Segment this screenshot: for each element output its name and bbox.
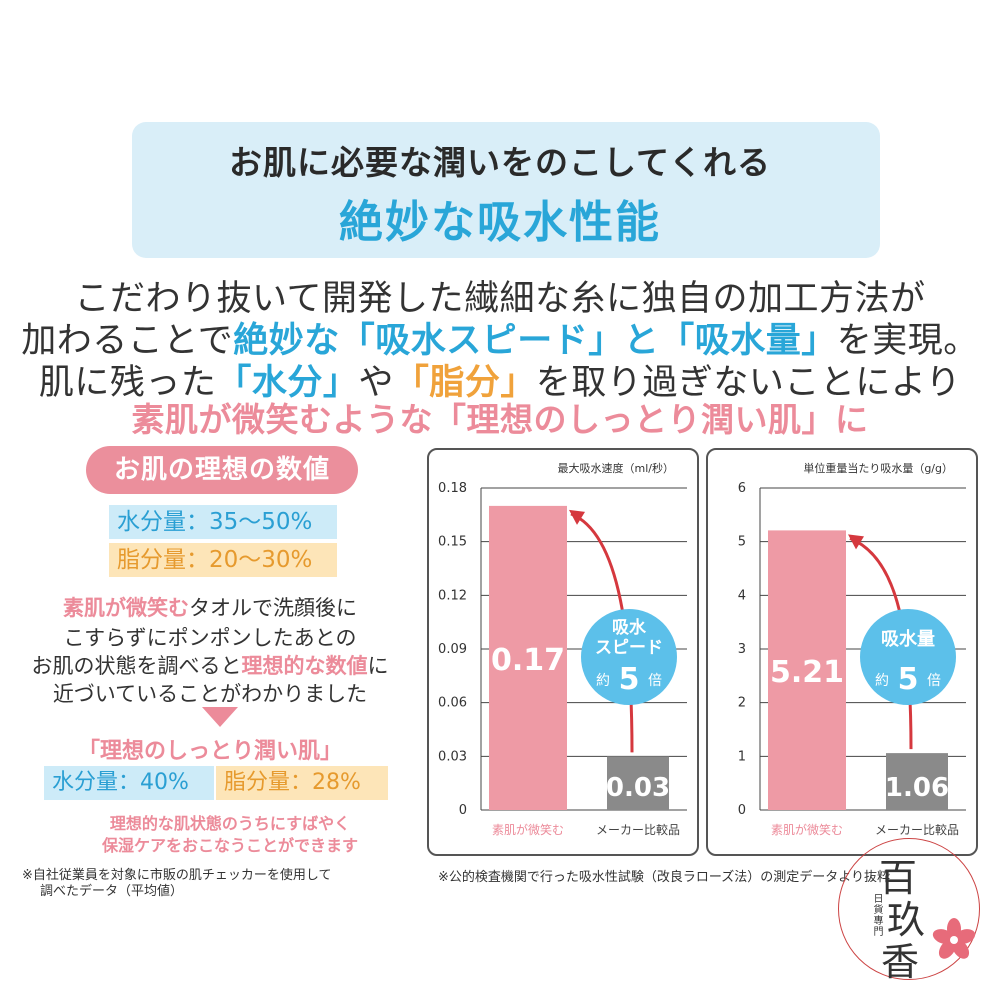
stamp-char-1: 百 <box>879 856 918 900</box>
badge-number: 5 <box>619 662 640 697</box>
header-subtitle: お肌に必要な潤いをのこしてくれる <box>228 143 772 182</box>
intro-highlight: 素肌が微笑むような「理想のしっとり潤い肌」に <box>131 400 869 439</box>
bar-value-label: 5.21 <box>770 655 844 690</box>
shop-stamp-logo: 百 日貨專門 玖 香 <box>838 838 980 984</box>
body-line-2: こすらずにポンポンしたあとの <box>63 626 357 650</box>
intro-line-2: 加わることで絶妙な「吸水スピード」と「吸水量」を実現。 <box>21 321 979 361</box>
y-tick-label: 0.12 <box>438 588 467 603</box>
body-line-4: 近づいていることがわかりました <box>52 682 368 706</box>
bar <box>489 505 567 810</box>
chart-title: 最大吸水速度（ml/秒） <box>558 461 674 475</box>
badge-line-1: 吸水 <box>612 617 647 638</box>
intro-line-3: 肌に残った「水分」や「脂分」を取り過ぎないことにより <box>38 363 962 403</box>
y-tick-label: 4 <box>738 588 746 603</box>
y-tick-label: 0 <box>459 803 467 818</box>
increase-arrow-head <box>848 534 864 550</box>
x-category-label: メーカー比較品 <box>596 822 680 837</box>
stamp-char-2: 玖 <box>887 898 926 942</box>
note-line-2: 保湿ケアをおこなうことができます <box>101 836 358 855</box>
body-line-3: お肌の状態を調べると理想的な数値に <box>31 654 389 678</box>
footnote-line-1: ※自社従業員を対象に市販の肌チェッカーを使用して <box>22 868 332 883</box>
stamp-char-3: 香 <box>881 940 920 984</box>
chart-speed-svg: 最大吸水速度（ml/秒） 0 0.03 0.06 0.09 0.12 0.15 0.18 0.1… <box>438 461 687 837</box>
increase-arrow-head <box>569 509 585 525</box>
badge-line-2: スピード <box>595 638 663 658</box>
intro-line-1: こだわり抜いて開発した繊細な糸に独自の加工方法が <box>74 279 926 319</box>
down-arrow-icon <box>202 707 238 727</box>
bar <box>607 756 669 810</box>
x-category-label: 素肌が微笑む <box>771 822 843 837</box>
oil-result-tag: 脂分量：28% <box>216 766 388 800</box>
note-line-1: 理想的な肌状態のうちにすばやく <box>109 814 351 833</box>
badge-suffix: 倍 <box>927 673 941 689</box>
y-tick-label: 0.03 <box>438 749 467 764</box>
header-banner <box>132 122 880 258</box>
chart-title: 単位重量当たり吸水量（g/g） <box>803 461 953 475</box>
y-tick-label: 0.18 <box>438 481 467 496</box>
badge-line-2: 吸水量 <box>881 628 935 650</box>
bar-value-label: 0.17 <box>491 643 565 678</box>
footnote-line-2: 調べたデータ（平均値） <box>40 884 184 899</box>
increase-arrow-curve <box>570 512 634 753</box>
result-title: 「理想のしっとり潤い肌」 <box>77 739 342 764</box>
oil-ideal-tag: 脂分量：20〜30% <box>109 543 337 577</box>
bar <box>886 753 948 810</box>
y-tick-label: 6 <box>738 481 746 496</box>
y-tick-label: 0.15 <box>438 535 467 550</box>
sakura-flower-icon <box>932 918 976 959</box>
x-category-label: 素肌が微笑む <box>492 822 564 837</box>
chart-amount: 単位重量当たり吸水量（g/g） 0 1 2 3 4 5 6 5.21 素肌が微笑む 1.06 メーカー… <box>706 448 978 856</box>
chart-footnote: ※公的検査機関で行った吸水性試験（改良ラローズ法）の測定データより抜粋 <box>438 870 890 885</box>
ratio-badge <box>581 609 677 705</box>
ratio-badge <box>860 609 956 705</box>
badge-number: 5 <box>898 662 919 697</box>
y-tick-label: 2 <box>738 696 746 711</box>
header-title: 絶妙な吸水性能 <box>339 197 661 248</box>
badge-prefix: 約 <box>875 673 889 689</box>
y-tick-label: 0.06 <box>438 696 467 711</box>
y-tick-label: 0.09 <box>438 642 467 657</box>
y-tick-label: 3 <box>738 642 746 657</box>
y-tick-label: 5 <box>738 535 746 550</box>
badge-prefix: 約 <box>596 673 610 689</box>
chart-speed: 最大吸水速度（ml/秒） 0 0.03 0.06 0.09 0.12 0.15 0.18 0.1… <box>427 448 699 856</box>
x-category-label: メーカー比較品 <box>875 822 959 837</box>
badge-suffix: 倍 <box>648 673 662 689</box>
bar-value-label: 1.06 <box>885 773 949 803</box>
water-result-tag: 水分量：40% <box>44 766 214 800</box>
stamp-subtitle: 日貨專門 <box>871 893 882 937</box>
bar <box>768 530 846 810</box>
ideal-values-pill: お肌の理想の数値 <box>86 446 358 494</box>
chart-amount-svg: 単位重量当たり吸水量（g/g） 0 1 2 3 4 5 6 5.21 素肌が微笑む 1.06 メーカー… <box>738 461 966 837</box>
y-tick-label: 1 <box>738 749 746 764</box>
water-ideal-tag: 水分量：35〜50% <box>109 505 337 539</box>
body-line-1: 素肌が微笑むタオルで洗顔後に <box>63 596 357 620</box>
y-tick-label: 0 <box>738 803 746 818</box>
bar-value-label: 0.03 <box>606 773 670 803</box>
